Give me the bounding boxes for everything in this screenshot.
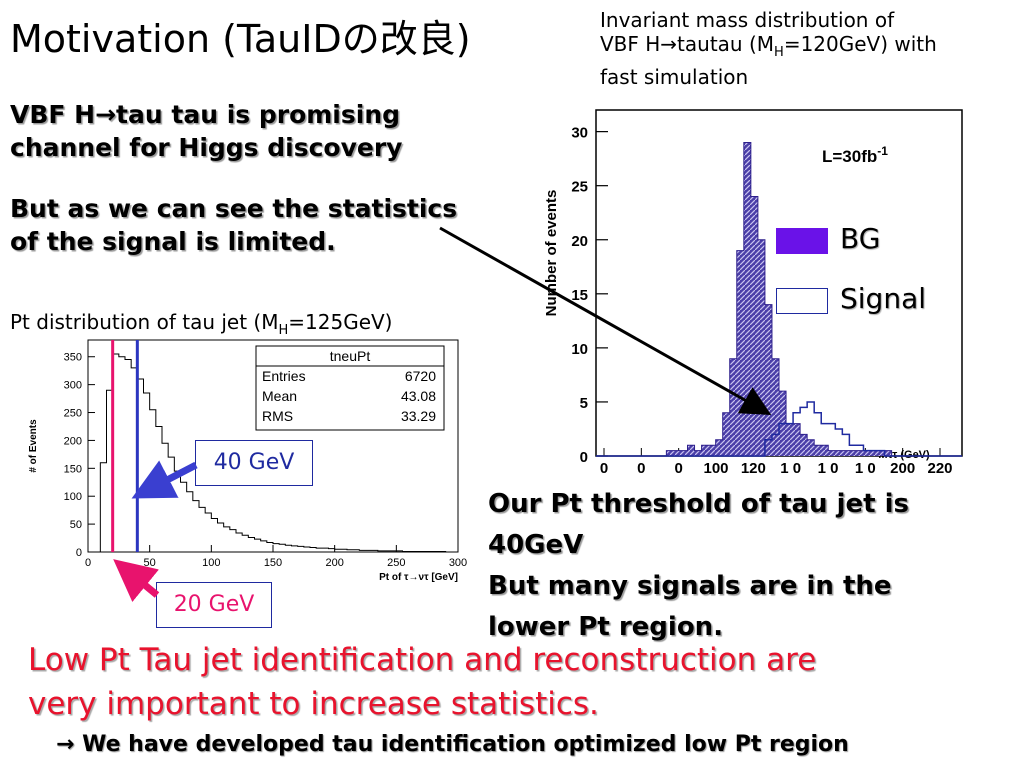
y-axis-label: Number of events [543, 190, 560, 317]
y-tick-label: 350 [64, 352, 82, 364]
x-axis-label: Pt of τ→ντ [GeV] [379, 572, 458, 583]
y-tick-label: 15 [571, 287, 588, 304]
stats-box [255, 345, 445, 431]
x-tick-label: 200 [325, 557, 343, 569]
label-40-gev: 40 GeV [195, 440, 313, 486]
x-tick-label: 150 [264, 557, 282, 569]
bullet-statistics: But as we can see the statistics of the … [10, 194, 458, 256]
y-tick-label: 150 [64, 463, 82, 475]
stats-value: 43.08 [401, 388, 436, 404]
stats-label: Entries [262, 368, 306, 384]
bullet-promising: VBF H→tau tau is promising channel for H… [10, 100, 403, 162]
caption-line: fast simulation [600, 65, 749, 89]
stats-label: Mean [262, 388, 297, 404]
bottom-line: → We have developed tau identification o… [56, 732, 849, 757]
stats-title: tneuPt [330, 348, 371, 364]
y-tick-label: 50 [70, 519, 82, 531]
y-tick-label: 0 [580, 449, 588, 466]
x-tick-label: 200 [890, 460, 915, 477]
x-tick-label: 1 0 [818, 460, 839, 477]
y-tick-label: 200 [64, 435, 82, 447]
x-tick-label: 0 [600, 460, 608, 477]
x-tick-label: 1 0 [855, 460, 876, 477]
threshold-text: Our Pt threshold of tau jet is 40GeV But… [488, 489, 910, 642]
x-tick-label: 300 [449, 557, 467, 569]
legend-swatch-signal [776, 288, 828, 314]
x-tick-label: 220 [927, 460, 952, 477]
y-tick-label: 100 [64, 491, 82, 503]
x-tick-label: 0 [674, 460, 682, 477]
y-tick-label: 300 [64, 380, 82, 392]
arrow-to-signal [439, 226, 772, 415]
page-title: Motivation (TauIDの改良) [10, 17, 471, 61]
x-tick-label: 250 [387, 557, 405, 569]
caption-pt-distribution: Pt distribution of tau jet (MH=125GeV) [10, 310, 393, 338]
legend-label-bg: BG [840, 222, 881, 255]
histogram-series [88, 353, 458, 553]
label-20-gev: 20 GeV [156, 582, 272, 628]
y-tick-label: 25 [571, 179, 588, 196]
y-tick-label: 0 [76, 547, 82, 559]
y-tick-label: 250 [64, 408, 82, 420]
stats-value: 33.29 [401, 408, 436, 424]
signal-series [596, 401, 962, 457]
x-tick-label: 120 [741, 460, 766, 477]
y-axis-label: # of Events [28, 419, 39, 473]
conclusion-text: Low Pt Tau jet identification and recons… [28, 642, 817, 722]
x-tick-label: 1 0 [780, 460, 801, 477]
y-tick-label: 20 [571, 233, 588, 250]
x-tick-label: 100 [202, 557, 220, 569]
caption-line: VBF H→tautau (MH=120GeV) with [600, 32, 937, 60]
y-tick-label: 5 [580, 395, 588, 412]
arrow-40-gev [131, 460, 198, 499]
y-tick-label: 10 [571, 341, 588, 358]
lumi-annotation: L=30fb-1 [822, 144, 888, 166]
x-tick-label: 0 [85, 557, 91, 569]
stats-label: RMS [262, 408, 293, 424]
arrow-20-gev [113, 559, 160, 602]
x-tick-label: 100 [703, 460, 728, 477]
legend-label-signal: Signal [840, 282, 927, 315]
y-tick-label: 30 [571, 125, 588, 142]
x-tick-label: 0 [637, 460, 645, 477]
stats-value: 6720 [405, 368, 436, 384]
caption-line: Invariant mass distribution of [600, 8, 895, 32]
legend-swatch-bg [776, 228, 828, 254]
caption-invariant-mass: Invariant mass distribution of VBF H→tau… [600, 8, 937, 89]
